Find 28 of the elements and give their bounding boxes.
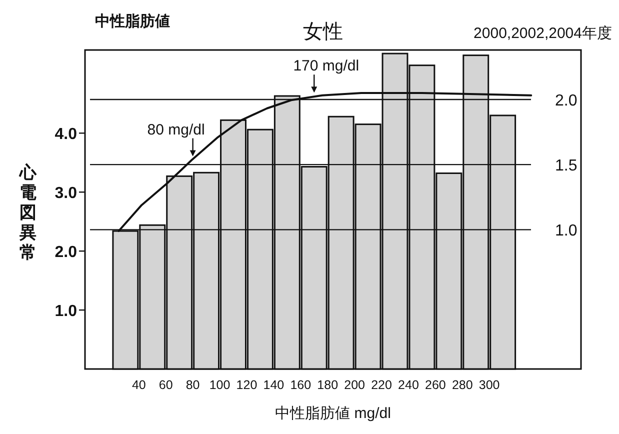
x-axis-title: 中性脂肪値 mg/dl [275,405,391,422]
chart-title: 女性 [303,21,343,43]
x-tick-label: 240 [398,378,419,392]
annotation: 170 mg/dl [293,58,360,75]
y-tick-label: 3.0 [54,185,78,202]
annotation: 80 mg/dl [147,121,205,138]
y2-tick-label: 1.5 [555,158,578,175]
x-tick-label: 300 [478,378,500,392]
x-tick-label: 100 [209,378,230,392]
y-tick-label: 2.0 [54,244,78,262]
x-tick-label: 180 [317,378,338,392]
x-tick-label: 160 [290,378,312,392]
x-tick-label: 40 [132,378,146,392]
x-tick-label: 280 [452,378,473,392]
x-tick-label: 80 [186,378,200,392]
x-tick-label: 260 [425,378,446,392]
x-tick-label: 220 [371,378,392,392]
y-tick-label: 1.0 [54,303,78,320]
chart-subtitle: 2000,2002,2004年度 [474,25,612,42]
y-tick-label: 4.0 [54,126,78,144]
y2-tick-label: 1.0 [555,222,578,240]
x-tick-label: 60 [158,378,173,392]
x-tick-label: 140 [263,378,284,392]
x-tick-label: 200 [344,378,366,392]
x-tick-label: 120 [236,378,258,392]
y-axis-title: 心電図異常 [18,163,38,262]
text: 中性脂肪値 [95,13,170,30]
y2-tick-label: 2.0 [555,92,578,110]
